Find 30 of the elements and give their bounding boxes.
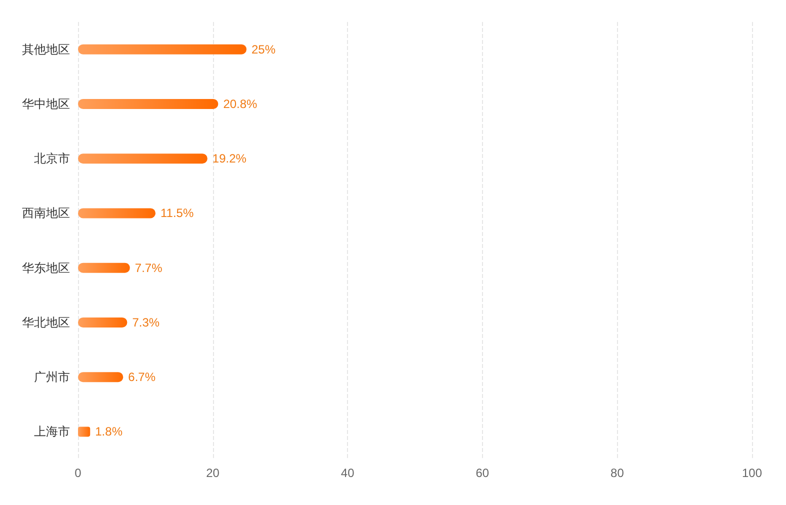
- y-tick-label: 北京市: [34, 152, 70, 166]
- x-tick-label: 0: [74, 466, 82, 480]
- data-label: 7.7%: [134, 260, 163, 275]
- y-tick-label: 华北地区: [22, 315, 70, 330]
- y-tick-label: 华中地区: [22, 96, 70, 111]
- bar: [78, 426, 90, 437]
- bar: [78, 154, 208, 164]
- bar: [78, 208, 156, 218]
- x-tick-label: 20: [206, 466, 220, 480]
- y-tick-label: 上海市: [34, 424, 70, 439]
- data-label: 20.8%: [223, 96, 258, 111]
- data-label: 25%: [252, 42, 276, 56]
- y-tick-label: 西南地区: [22, 206, 70, 220]
- data-label: 6.7%: [128, 370, 156, 384]
- data-label: 7.3%: [132, 315, 160, 330]
- bar: [78, 98, 218, 109]
- y-tick-label: 广州市: [34, 370, 70, 384]
- y-tick-label: 其他地区: [22, 42, 70, 56]
- x-tick-label: 80: [610, 466, 624, 480]
- bar: [78, 262, 130, 273]
- data-label: 11.5%: [160, 206, 194, 220]
- data-label: 19.2%: [212, 152, 247, 166]
- x-tick-label: 60: [476, 466, 490, 480]
- data-label: 1.8%: [95, 424, 123, 439]
- bar: [78, 317, 128, 328]
- y-tick-label: 华东地区: [22, 260, 70, 275]
- bar: [78, 44, 246, 54]
- bar: [78, 372, 124, 382]
- x-tick-label: 40: [340, 466, 355, 480]
- x-tick-label: 100: [742, 466, 762, 480]
